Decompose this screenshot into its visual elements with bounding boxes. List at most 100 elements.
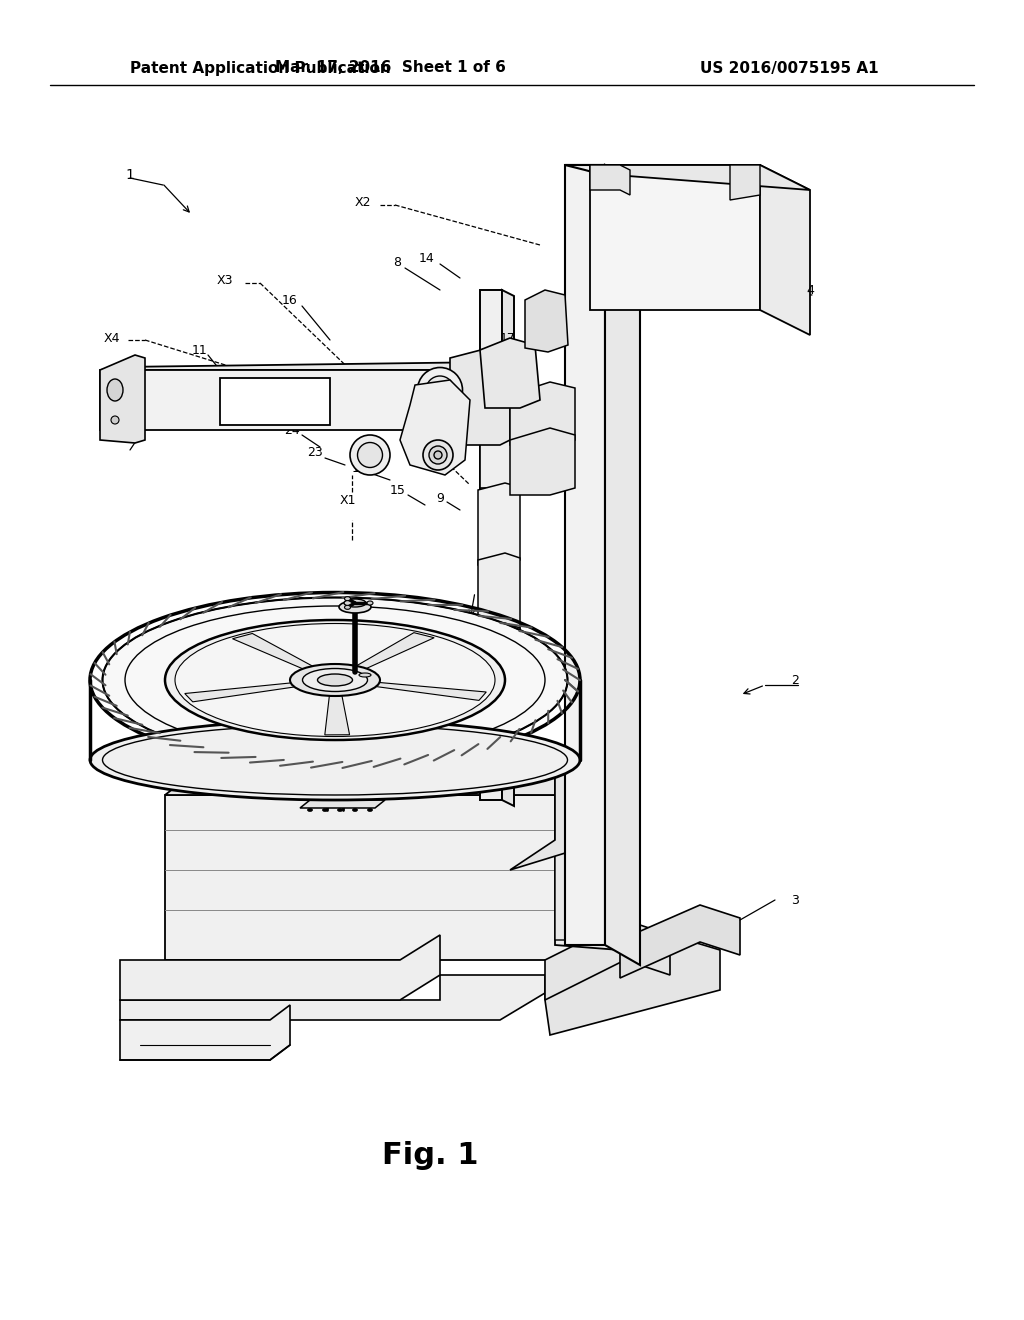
Text: 23: 23 <box>307 446 323 458</box>
Polygon shape <box>555 744 640 950</box>
Polygon shape <box>555 810 640 940</box>
Polygon shape <box>450 345 510 445</box>
Polygon shape <box>545 935 720 1035</box>
Ellipse shape <box>426 376 454 404</box>
Polygon shape <box>478 483 520 565</box>
Ellipse shape <box>307 808 312 812</box>
Ellipse shape <box>175 623 495 737</box>
Text: 10: 10 <box>352 462 368 474</box>
Polygon shape <box>605 165 640 965</box>
Polygon shape <box>100 355 145 444</box>
Text: Patent Application Publication: Patent Application Publication <box>130 61 391 75</box>
Polygon shape <box>220 378 330 425</box>
Ellipse shape <box>317 675 352 686</box>
Text: P: P <box>164 734 172 747</box>
Polygon shape <box>510 428 575 495</box>
Polygon shape <box>590 165 630 195</box>
Ellipse shape <box>367 601 373 605</box>
Polygon shape <box>480 338 540 408</box>
Polygon shape <box>502 290 514 807</box>
Ellipse shape <box>344 606 350 610</box>
Text: 14: 14 <box>419 252 435 264</box>
Text: 7: 7 <box>514 648 522 661</box>
Ellipse shape <box>90 719 580 800</box>
Polygon shape <box>730 165 760 201</box>
Polygon shape <box>120 935 440 1001</box>
Polygon shape <box>478 623 520 705</box>
Text: 17: 17 <box>500 331 516 345</box>
Ellipse shape <box>165 620 505 741</box>
Ellipse shape <box>106 379 123 401</box>
Ellipse shape <box>429 446 447 465</box>
Ellipse shape <box>344 599 366 607</box>
Polygon shape <box>325 690 349 735</box>
Ellipse shape <box>434 451 442 459</box>
Text: X3: X3 <box>217 273 233 286</box>
Text: 12: 12 <box>142 408 158 421</box>
Polygon shape <box>347 632 434 673</box>
Text: 8: 8 <box>393 256 401 268</box>
Polygon shape <box>565 165 605 945</box>
Text: Mar. 17, 2016  Sheet 1 of 6: Mar. 17, 2016 Sheet 1 of 6 <box>274 61 506 75</box>
Polygon shape <box>165 760 620 795</box>
Ellipse shape <box>323 808 328 812</box>
Text: 20: 20 <box>262 391 288 409</box>
Text: 27: 27 <box>402 379 418 392</box>
Polygon shape <box>480 290 502 800</box>
Polygon shape <box>575 760 620 960</box>
Ellipse shape <box>423 440 453 470</box>
Polygon shape <box>510 381 575 445</box>
Ellipse shape <box>102 598 567 763</box>
Polygon shape <box>400 380 470 475</box>
Polygon shape <box>620 906 740 978</box>
Polygon shape <box>590 165 760 310</box>
Ellipse shape <box>352 808 357 812</box>
Ellipse shape <box>338 808 342 812</box>
Polygon shape <box>478 553 520 635</box>
Ellipse shape <box>350 436 390 475</box>
Text: 16: 16 <box>283 293 298 306</box>
Text: 13: 13 <box>482 549 498 561</box>
Text: Fig. 1: Fig. 1 <box>382 1140 478 1170</box>
Text: 4: 4 <box>806 284 814 297</box>
Polygon shape <box>120 975 550 1020</box>
Polygon shape <box>590 165 810 190</box>
Polygon shape <box>545 920 670 1001</box>
Ellipse shape <box>418 367 463 412</box>
Ellipse shape <box>368 808 373 812</box>
Text: 24: 24 <box>284 424 300 437</box>
Polygon shape <box>100 362 495 370</box>
Text: 1: 1 <box>126 168 134 182</box>
Text: R: R <box>176 628 184 642</box>
Polygon shape <box>480 395 570 488</box>
Polygon shape <box>525 290 568 352</box>
Polygon shape <box>165 795 575 960</box>
Ellipse shape <box>302 668 368 692</box>
Polygon shape <box>232 634 322 673</box>
Polygon shape <box>100 370 480 430</box>
Polygon shape <box>510 755 640 870</box>
Text: X4: X4 <box>103 331 120 345</box>
Text: X1: X1 <box>340 494 356 507</box>
Ellipse shape <box>344 597 350 601</box>
Polygon shape <box>184 681 309 702</box>
Polygon shape <box>300 800 385 808</box>
Ellipse shape <box>434 384 446 396</box>
Text: C: C <box>296 595 304 609</box>
Text: 6: 6 <box>536 424 544 437</box>
Text: 15: 15 <box>390 483 406 496</box>
Text: 5: 5 <box>286 768 294 781</box>
Text: 18: 18 <box>516 363 531 376</box>
Text: 3: 3 <box>792 894 799 907</box>
Ellipse shape <box>290 664 380 696</box>
Text: 11: 11 <box>193 343 208 356</box>
Text: US 2016/0075195 A1: US 2016/0075195 A1 <box>700 61 879 75</box>
Text: 2: 2 <box>792 673 799 686</box>
Ellipse shape <box>357 442 383 467</box>
Polygon shape <box>120 1005 290 1060</box>
Polygon shape <box>565 165 640 185</box>
Ellipse shape <box>111 416 119 424</box>
Text: 9: 9 <box>436 491 444 504</box>
Polygon shape <box>319 756 355 760</box>
Polygon shape <box>361 681 486 701</box>
